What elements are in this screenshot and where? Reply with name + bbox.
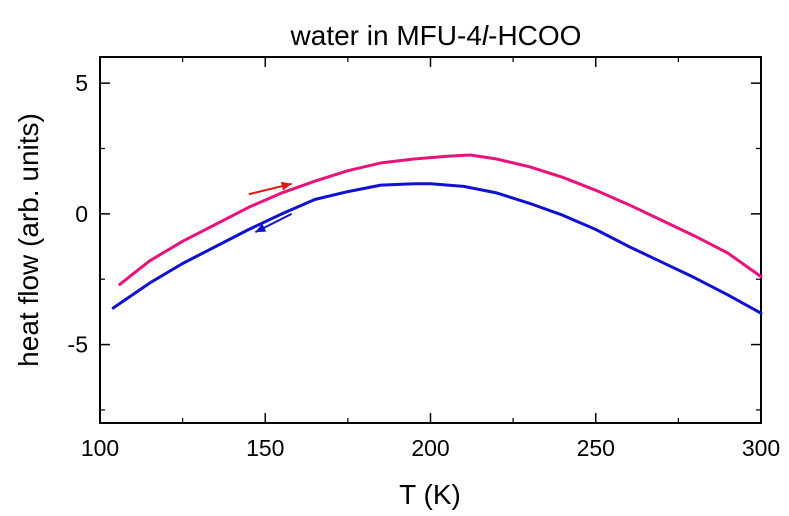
chart-title-suffix: -HCOO <box>488 20 581 51</box>
x-tick-label: 200 <box>411 435 449 461</box>
x-tick-label: 150 <box>246 435 284 461</box>
y-tick-label: 0 <box>75 201 88 227</box>
direction-arrows <box>248 181 293 234</box>
x-axis-label: T (K) <box>399 479 461 510</box>
axis-tick-labels: 100 150 200 250 300 5 0 -5 <box>68 70 781 461</box>
series-line-1 <box>118 153 763 286</box>
x-tick-label: 300 <box>742 435 780 461</box>
plot-frame <box>99 56 762 424</box>
axis-ticks <box>99 57 762 423</box>
direction-arrow-2 <box>254 212 293 234</box>
x-tick-label: 100 <box>81 435 119 461</box>
direction-arrow-1 <box>248 181 292 196</box>
x-tick-label: 250 <box>577 435 615 461</box>
y-tick-label: -5 <box>68 332 88 358</box>
y-axis-label: heat flow (arb. units) <box>13 113 44 367</box>
series-line-2 <box>111 182 763 315</box>
chart-title-prefix: water in MFU-4 <box>290 20 482 51</box>
chart-title: water in MFU-4l-HCOO <box>290 20 582 51</box>
chart-title-italic: l <box>482 20 489 51</box>
y-tick-label: 5 <box>75 70 88 96</box>
data-series <box>111 153 763 315</box>
